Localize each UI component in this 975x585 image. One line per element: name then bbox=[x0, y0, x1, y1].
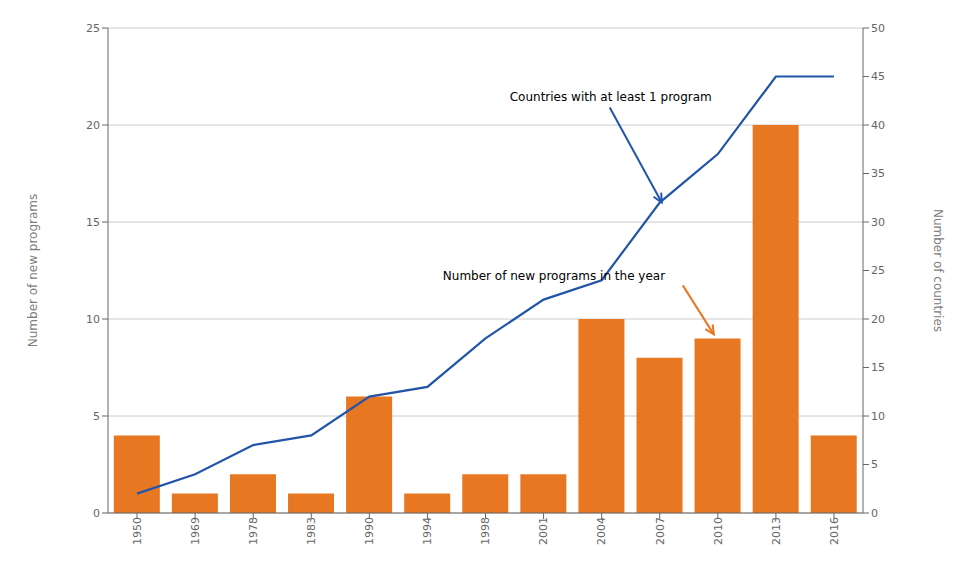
svg-text:Number of new programs in the: Number of new programs in the year bbox=[443, 269, 665, 283]
svg-text:0: 0 bbox=[93, 507, 100, 520]
svg-text:30: 30 bbox=[871, 216, 885, 229]
svg-text:45: 45 bbox=[871, 70, 885, 83]
svg-text:2001: 2001 bbox=[537, 517, 550, 545]
svg-text:1994: 1994 bbox=[421, 517, 434, 545]
svg-text:5: 5 bbox=[93, 410, 100, 423]
svg-text:1978: 1978 bbox=[247, 517, 260, 545]
svg-text:2004: 2004 bbox=[595, 517, 608, 545]
svg-text:Number of countries: Number of countries bbox=[931, 209, 945, 332]
svg-text:50: 50 bbox=[871, 22, 885, 35]
svg-text:35: 35 bbox=[871, 167, 885, 180]
svg-text:2010: 2010 bbox=[712, 517, 725, 545]
svg-text:2007: 2007 bbox=[654, 517, 667, 545]
svg-text:40: 40 bbox=[871, 119, 885, 132]
svg-text:25: 25 bbox=[871, 264, 885, 277]
svg-text:1983: 1983 bbox=[305, 517, 318, 545]
svg-text:25: 25 bbox=[86, 22, 100, 35]
svg-text:15: 15 bbox=[871, 361, 885, 374]
svg-text:1998: 1998 bbox=[479, 517, 492, 545]
svg-text:2013: 2013 bbox=[770, 517, 783, 545]
svg-text:20: 20 bbox=[86, 119, 100, 132]
svg-text:10: 10 bbox=[86, 313, 100, 326]
svg-text:1990: 1990 bbox=[363, 517, 376, 545]
svg-text:1969: 1969 bbox=[189, 517, 202, 545]
svg-text:Number of new programs: Number of new programs bbox=[26, 194, 40, 348]
svg-text:5: 5 bbox=[871, 458, 878, 471]
svg-text:Countries with at least 1 prog: Countries with at least 1 program bbox=[510, 90, 712, 104]
svg-text:1950: 1950 bbox=[131, 517, 144, 545]
svg-text:0: 0 bbox=[871, 507, 878, 520]
svg-text:10: 10 bbox=[871, 410, 885, 423]
svg-text:2016: 2016 bbox=[828, 517, 841, 545]
svg-text:15: 15 bbox=[86, 216, 100, 229]
svg-text:20: 20 bbox=[871, 313, 885, 326]
